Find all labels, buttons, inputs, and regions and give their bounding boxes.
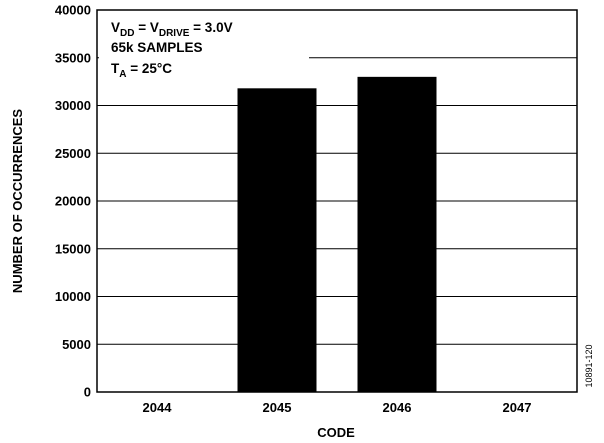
y-tick-label: 5000 [62, 337, 91, 352]
plot-frame [96, 9, 578, 393]
y-tick-label: 20000 [55, 194, 91, 209]
y-tick-label: 15000 [55, 241, 91, 256]
y-tick-label: 10000 [55, 289, 91, 304]
x-tick-label: 2047 [503, 400, 532, 415]
bar-2046 [357, 76, 437, 392]
bar-2045 [237, 88, 317, 392]
y-tick-label: 40000 [55, 3, 91, 18]
annotation-samples: 65k SAMPLES [111, 40, 203, 55]
figure-id: 10891-120 [584, 344, 594, 387]
y-tick-label: 35000 [55, 50, 91, 65]
y-tick-label: 0 [84, 385, 91, 400]
annotation-background [99, 12, 309, 84]
grid-lines [97, 12, 577, 345]
x-tick-label: 2046 [383, 400, 412, 415]
y-axis-label: NUMBER OF OCCURRENCES [10, 109, 25, 294]
bars [237, 76, 437, 392]
x-tick-labels: 2044 2045 2046 2047 [143, 400, 532, 415]
annotation-temperature: TA = 25°C [111, 61, 172, 80]
y-tick-label: 30000 [55, 98, 91, 113]
x-tick-label: 2045 [263, 400, 292, 415]
x-tick-label: 2044 [143, 400, 173, 415]
x-axis-label: CODE [317, 425, 355, 440]
y-tick-label: 25000 [55, 146, 91, 161]
y-tick-labels: 0 5000 10000 15000 20000 25000 30000 35000 40000 [55, 3, 91, 400]
annotation-vdd: VDD = VDRIVE = 3.0V [111, 20, 233, 39]
